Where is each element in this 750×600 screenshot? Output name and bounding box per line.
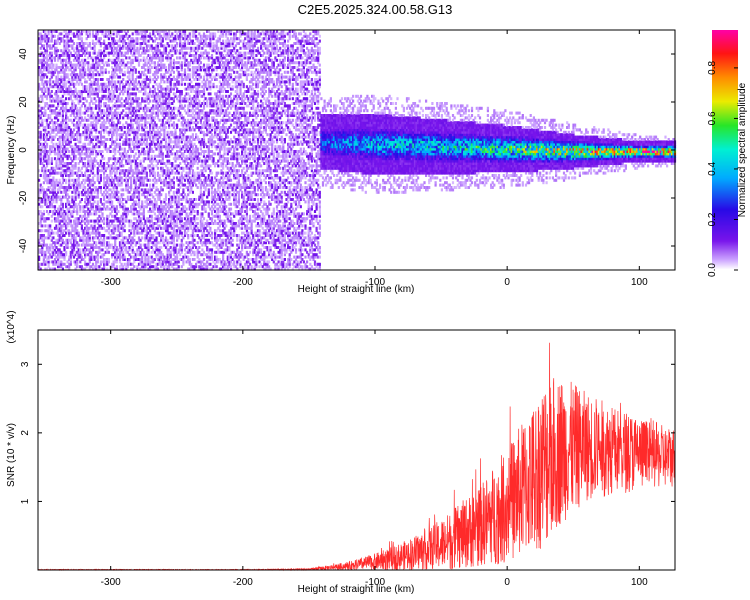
spectrogram-heatmap bbox=[38, 30, 677, 271]
snr-panel: -300 -200 -100 0 100 1 2 3 bbox=[20, 329, 676, 588]
x-tick-label: 100 bbox=[631, 577, 648, 588]
snr-x-axis-label: Height of straight line (km) bbox=[298, 584, 415, 595]
colorbar-tick-label: 0.8 bbox=[707, 61, 718, 75]
snr-frame bbox=[37, 329, 676, 571]
y-tick-label: 2 bbox=[20, 430, 31, 436]
spectrogram-y-axis-label: Frequency (Hz) bbox=[6, 116, 17, 185]
x-tick-label: -100 bbox=[365, 577, 385, 588]
colorbar-label: Normalized spectral amplitude bbox=[737, 82, 748, 217]
x-tick-label: -200 bbox=[233, 577, 253, 588]
colorbar-tick-label: 0.4 bbox=[707, 162, 718, 176]
x-tick-label: -200 bbox=[233, 277, 253, 288]
spectrogram-x-axis-label: Height of straight line (km) bbox=[298, 284, 415, 295]
snr-x-ticks: -300 -200 -100 0 100 bbox=[101, 330, 648, 588]
snr-y-ticks: 1 2 3 bbox=[20, 361, 675, 504]
colorbar-tick-label: 0.6 bbox=[707, 111, 718, 125]
y-tick-label: 3 bbox=[20, 361, 31, 367]
snr-series-line bbox=[37, 342, 676, 572]
colorbar: 0.0 0.2 0.4 0.6 0.8 bbox=[707, 30, 738, 277]
x-tick-label: 100 bbox=[631, 277, 648, 288]
snr-line bbox=[37, 342, 676, 572]
x-tick-label: 0 bbox=[504, 577, 510, 588]
y-tick-label: -40 bbox=[18, 238, 29, 253]
colorbar-ticks: 0.0 0.2 0.4 0.6 0.8 bbox=[707, 61, 738, 277]
y-tick-label: 20 bbox=[18, 96, 29, 108]
colorbar-tick-label: 0.2 bbox=[707, 212, 718, 226]
y-tick-label: 40 bbox=[18, 48, 29, 60]
snr-y-multiplier: (x10^4) bbox=[6, 310, 17, 343]
x-tick-label: -100 bbox=[365, 277, 385, 288]
y-tick-label: 1 bbox=[20, 498, 31, 504]
snr-y-axis-label: SNR (10 * v/v) bbox=[6, 423, 17, 487]
chart-title: C2E5.2025.324.00.58.G13 bbox=[298, 2, 453, 17]
spectrogram-x-ticks: -300 -200 -100 0 100 bbox=[101, 30, 648, 288]
x-tick-label: 0 bbox=[504, 277, 510, 288]
y-tick-label: 0 bbox=[18, 147, 29, 153]
x-tick-label: -300 bbox=[101, 577, 121, 588]
colorbar-tick-label: 0.0 bbox=[707, 263, 718, 277]
y-tick-label: -20 bbox=[18, 190, 29, 205]
x-tick-label: -300 bbox=[101, 277, 121, 288]
spectrogram-y-ticks: -40 -20 0 20 40 bbox=[18, 48, 675, 253]
colorbar-gradient bbox=[712, 30, 738, 271]
